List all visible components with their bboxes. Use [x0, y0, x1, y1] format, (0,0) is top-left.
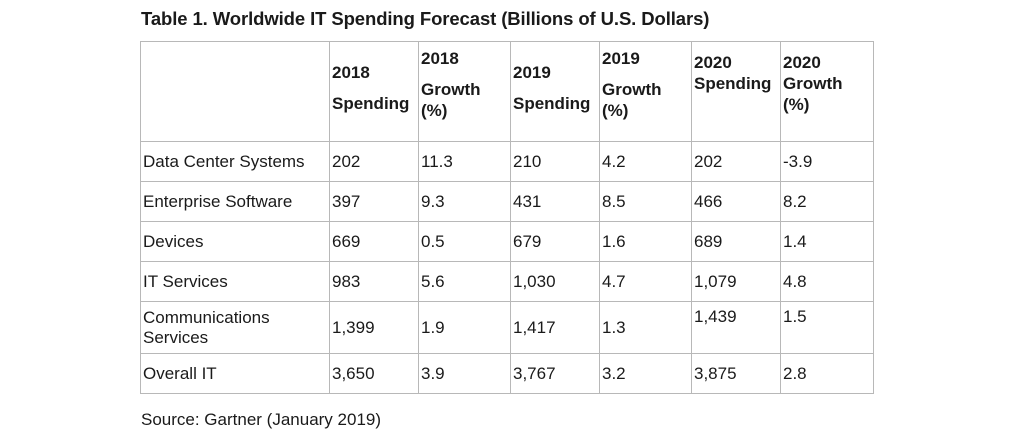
- row-label: Communications Services: [140, 301, 330, 354]
- row-label: Overall IT: [140, 353, 330, 394]
- row-label-line: Services: [143, 327, 209, 347]
- table-header-row: 2018 Spending 2018 Growth (%) 2019 Spend…: [140, 41, 874, 142]
- source-note: Source: Gartner (January 2019): [141, 410, 382, 429]
- table-title: Table 1. Worldwide IT Spending Forecast …: [141, 8, 710, 29]
- row-label: Data Center Systems: [140, 141, 330, 182]
- header-2020-growth: 2020 Growth (%): [780, 41, 874, 142]
- row-label: Devices: [140, 221, 330, 262]
- header-metric: Growth: [602, 80, 662, 99]
- cell-2019-growth: 3.2: [599, 353, 692, 394]
- header-year: 2020: [694, 53, 732, 72]
- row-label: IT Services: [140, 261, 330, 302]
- cell-2019-spending: 1,030: [510, 261, 600, 302]
- cell-2020-growth: 1.5: [780, 301, 874, 354]
- cell-2020-spending: 1,079: [691, 261, 781, 302]
- header-year: 2018: [332, 63, 370, 82]
- cell-2018-spending: 669: [329, 221, 419, 262]
- cell-2019-growth: 1.3: [599, 301, 692, 354]
- cell-2018-spending: 3,650: [329, 353, 419, 394]
- cell-2020-spending: 466: [691, 181, 781, 222]
- table-row: Enterprise Software 397 9.3 431 8.5 466 …: [140, 181, 874, 222]
- row-label-line: Communications: [143, 307, 270, 327]
- cell-2018-spending: 202: [329, 141, 419, 182]
- cell-2019-spending: 1,417: [510, 301, 600, 354]
- cell-2019-spending: 210: [510, 141, 600, 182]
- cell-2018-spending: 1,399: [329, 301, 419, 354]
- cell-2018-growth: 3.9: [418, 353, 511, 394]
- table-row: Communications Services 1,399 1.9 1,417 …: [140, 301, 874, 354]
- cell-2019-growth: 8.5: [599, 181, 692, 222]
- cell-2019-growth: 4.2: [599, 141, 692, 182]
- header-unit: (%): [602, 101, 629, 120]
- header-year: 2019: [602, 49, 640, 68]
- header-2018-growth: 2018 Growth (%): [418, 41, 511, 142]
- header-metric: Spending: [332, 94, 410, 113]
- cell-2020-spending: 1,439: [691, 301, 781, 354]
- cell-2020-spending: 3,875: [691, 353, 781, 394]
- table-row: IT Services 983 5.6 1,030 4.7 1,079 4.8: [140, 261, 874, 302]
- cell-2018-spending: 983: [329, 261, 419, 302]
- cell-2018-growth: 5.6: [418, 261, 511, 302]
- cell-2019-spending: 431: [510, 181, 600, 222]
- cell-2019-spending: 679: [510, 221, 600, 262]
- cell-2018-growth: 0.5: [418, 221, 511, 262]
- cell-2019-growth: 4.7: [599, 261, 692, 302]
- header-2020-spending: 2020 Spending: [691, 41, 781, 142]
- header-2018-spending: 2018 Spending: [329, 41, 419, 142]
- cell-2020-spending: 689: [691, 221, 781, 262]
- header-unit: (%): [783, 95, 810, 114]
- cell-2020-growth: 8.2: [780, 181, 874, 222]
- header-unit: (%): [421, 101, 448, 120]
- cell-2018-spending: 397: [329, 181, 419, 222]
- header-metric: Spending: [513, 94, 591, 113]
- header-year: 2019: [513, 63, 551, 82]
- cell-2020-growth: 4.8: [780, 261, 874, 302]
- header-2019-spending: 2019 Spending: [510, 41, 600, 142]
- cell-2018-growth: 1.9: [418, 301, 511, 354]
- cell-2020-growth: 1.4: [780, 221, 874, 262]
- header-metric: Growth: [421, 80, 481, 99]
- it-spending-table: 2018 Spending 2018 Growth (%) 2019 Spend…: [140, 41, 874, 394]
- cell-2019-spending: 3,767: [510, 353, 600, 394]
- header-year: 2018: [421, 49, 459, 68]
- row-label: Enterprise Software: [140, 181, 330, 222]
- table-row: Data Center Systems 202 11.3 210 4.2 202…: [140, 141, 874, 182]
- header-empty-cell: [140, 41, 330, 142]
- header-2019-growth: 2019 Growth (%): [599, 41, 692, 142]
- cell-2018-growth: 11.3: [418, 141, 511, 182]
- header-metric: Growth: [783, 74, 843, 93]
- header-metric: Spending: [694, 74, 772, 93]
- cell-2020-growth: -3.9: [780, 141, 874, 182]
- cell-2020-spending: 202: [691, 141, 781, 182]
- header-year: 2020: [783, 53, 821, 72]
- table-row: Devices 669 0.5 679 1.6 689 1.4: [140, 221, 874, 262]
- cell-2020-growth: 2.8: [780, 353, 874, 394]
- cell-2019-growth: 1.6: [599, 221, 692, 262]
- cell-2018-growth: 9.3: [418, 181, 511, 222]
- table-total-row: Overall IT 3,650 3.9 3,767 3.2 3,875 2.8: [140, 353, 874, 394]
